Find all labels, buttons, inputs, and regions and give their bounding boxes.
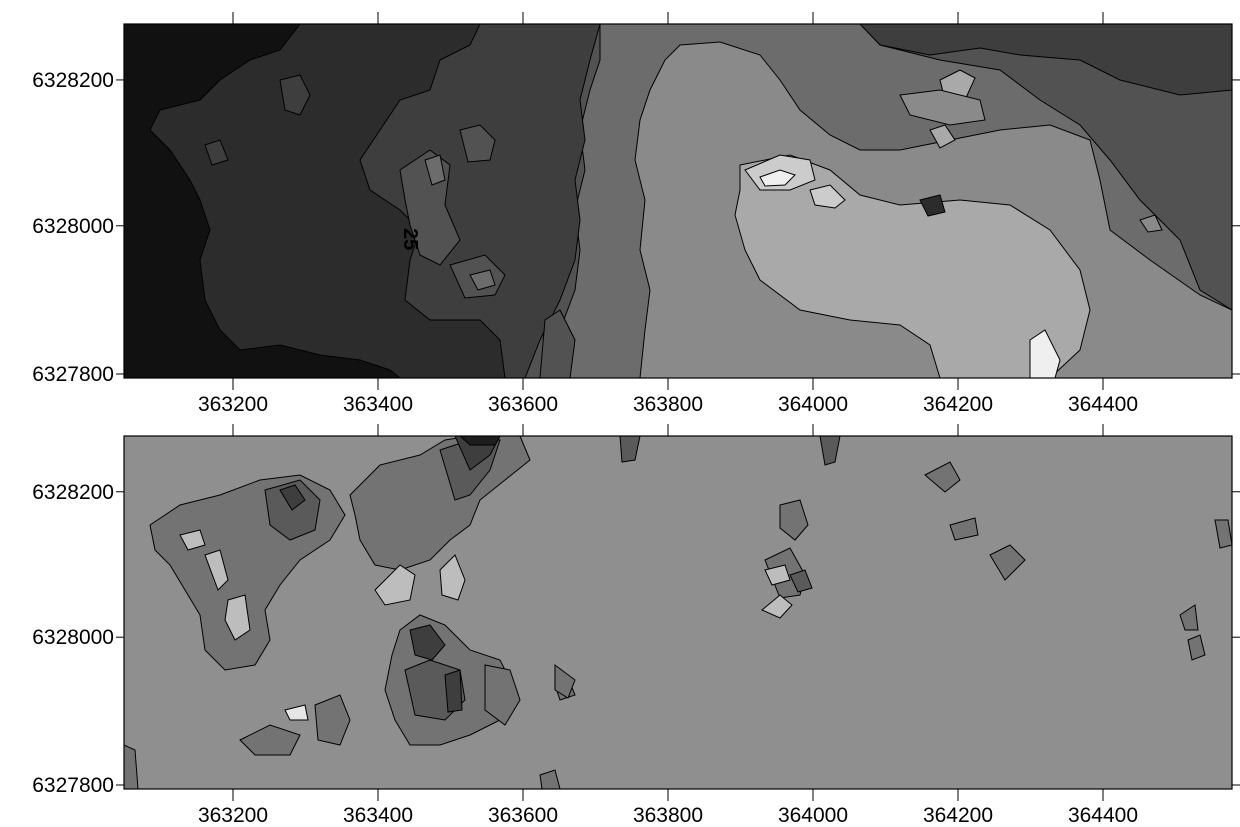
bottom-zone-lower-blob-core-2: [444, 669, 463, 713]
x-tick-label: 363600: [488, 804, 558, 827]
bottom-zone-right-blob-8: [619, 436, 641, 463]
bottom-zone-right-cluster-light-2: [761, 594, 793, 619]
x-tick-label: 364400: [1068, 804, 1138, 827]
bottom-zone-blob-lower-left-3: [284, 704, 309, 721]
top-zone-mid-patch-10: [929, 124, 956, 149]
bottom-zone-right-cluster-light: [764, 564, 791, 586]
y-tick-label: 6328000: [32, 215, 114, 238]
top-map-frame: [123, 23, 1233, 379]
bottom-zone-upper-streak-darkest: [459, 436, 501, 446]
bottom-zone-right-blob-10: [554, 664, 576, 699]
bottom-zone-right-blob-3: [949, 517, 979, 541]
bottom-zone-blob-lower-left-2: [314, 694, 351, 746]
y-tick-label: 6328200: [32, 481, 114, 504]
bottom-zone-left-light-3: [179, 529, 206, 551]
bottom-zone-left-cluster-core: [279, 484, 306, 511]
bottom-zone-right-blob-12: [124, 744, 139, 789]
bottom-zone-right-blob-2: [924, 461, 961, 493]
bottom-axis-ticks: 363200 363400 363600 363800 364000 364200 3644…: [32, 424, 1240, 827]
bottom-zone-left-light-1: [204, 549, 229, 591]
bottom-zone-right-blob-4: [989, 544, 1026, 581]
top-zone-mid-patch-5: [469, 269, 496, 291]
x-tick-label: 364400: [1068, 393, 1138, 416]
top-zone-darker-left: [124, 24, 506, 378]
bottom-zone-right-blob-9: [819, 436, 841, 466]
bottom-zone-right-blob-5: [1179, 604, 1199, 631]
top-zone-light-patch-3: [809, 184, 846, 209]
bottom-contour-map: 363200 363400 363600 363800 364000 364200 3644…: [32, 424, 1240, 827]
top-zone-upper-right: [849, 24, 1232, 96]
bottom-zone-mid-light-1: [374, 564, 416, 606]
x-tick-label: 364000: [778, 393, 848, 416]
x-tick-label: 364200: [923, 393, 993, 416]
bottom-zone-lower-blob-core: [409, 624, 446, 661]
top-contour-map: 25 363200 363400 363600 363800 364000 364200 3…: [32, 12, 1240, 416]
top-zone-light-patch-2: [759, 169, 796, 187]
bottom-zone-right-cluster-dark: [789, 569, 813, 593]
bottom-zone-right-blob-1: [779, 499, 809, 541]
top-zone-mid-patch-7: [279, 74, 311, 116]
bottom-zone-mid-light-2: [439, 554, 466, 601]
x-tick-label: 363600: [488, 393, 558, 416]
bottom-zone-right-blob-6: [1187, 634, 1206, 661]
x-tick-label: 363800: [633, 393, 703, 416]
top-zone-lighter-region: [734, 154, 1091, 378]
bottom-zone-right-blob-11: [539, 769, 561, 789]
x-tick-label: 363400: [343, 804, 413, 827]
top-zone-mid-patch-2: [424, 154, 446, 186]
top-contour-label: 25: [399, 228, 421, 250]
x-tick-label: 364200: [923, 804, 993, 827]
x-tick-label: 363800: [633, 804, 703, 827]
y-tick-label: 6327800: [32, 363, 114, 386]
bottom-zone-right-blob-7: [1214, 519, 1232, 549]
y-tick-label: 6328000: [32, 626, 114, 649]
top-zone-mid-patch-6: [539, 309, 576, 378]
y-tick-label: 6327800: [32, 774, 114, 797]
top-zone-mid-patch-3: [459, 124, 496, 163]
top-zone-mid-patch-9: [919, 194, 946, 217]
top-zone-mid-patch-8: [204, 139, 229, 166]
y-tick-label: 6328200: [32, 69, 114, 92]
top-zone-mid-patch-11: [1139, 214, 1163, 233]
bottom-zone-blob-lower-left-4: [484, 664, 521, 726]
x-tick-label: 363400: [343, 393, 413, 416]
x-tick-label: 363200: [198, 804, 268, 827]
top-zone-light-patch-6: [899, 89, 986, 126]
top-axis-ticks: 363200 363400 363600 363800 364000 364200 3644…: [32, 12, 1240, 416]
top-zone-light-patch-4: [1029, 329, 1061, 378]
x-tick-label: 364000: [778, 804, 848, 827]
top-zone-darkest-left: [124, 24, 401, 378]
x-tick-label: 363200: [198, 393, 268, 416]
bottom-map-frame: [123, 435, 1233, 790]
bottom-zone-blob-lower-left-1: [239, 724, 301, 756]
bottom-zone-left-light-2: [224, 594, 251, 641]
